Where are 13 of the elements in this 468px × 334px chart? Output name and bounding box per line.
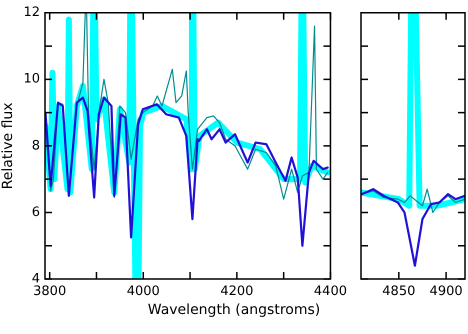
y-tick-label: 12 <box>23 5 40 20</box>
x-tick-label: 4200 <box>220 284 254 300</box>
y-tick-label: 4 <box>32 271 40 286</box>
y-tick-label: 8 <box>32 138 40 154</box>
x-tick-label: 4400 <box>314 284 348 300</box>
x-tick-label: 4900 <box>430 284 463 300</box>
x-axis-title: Wavelength (angstroms) <box>146 302 322 318</box>
y-tick-label: 10 <box>23 72 40 87</box>
x-tick-label: 3800 <box>33 284 66 300</box>
y-tick-label: 6 <box>32 204 40 220</box>
x-tick-label: 4850 <box>382 284 416 300</box>
x-tick-label: 4000 <box>126 284 160 300</box>
y-axis-title: Relative flux <box>0 102 16 190</box>
